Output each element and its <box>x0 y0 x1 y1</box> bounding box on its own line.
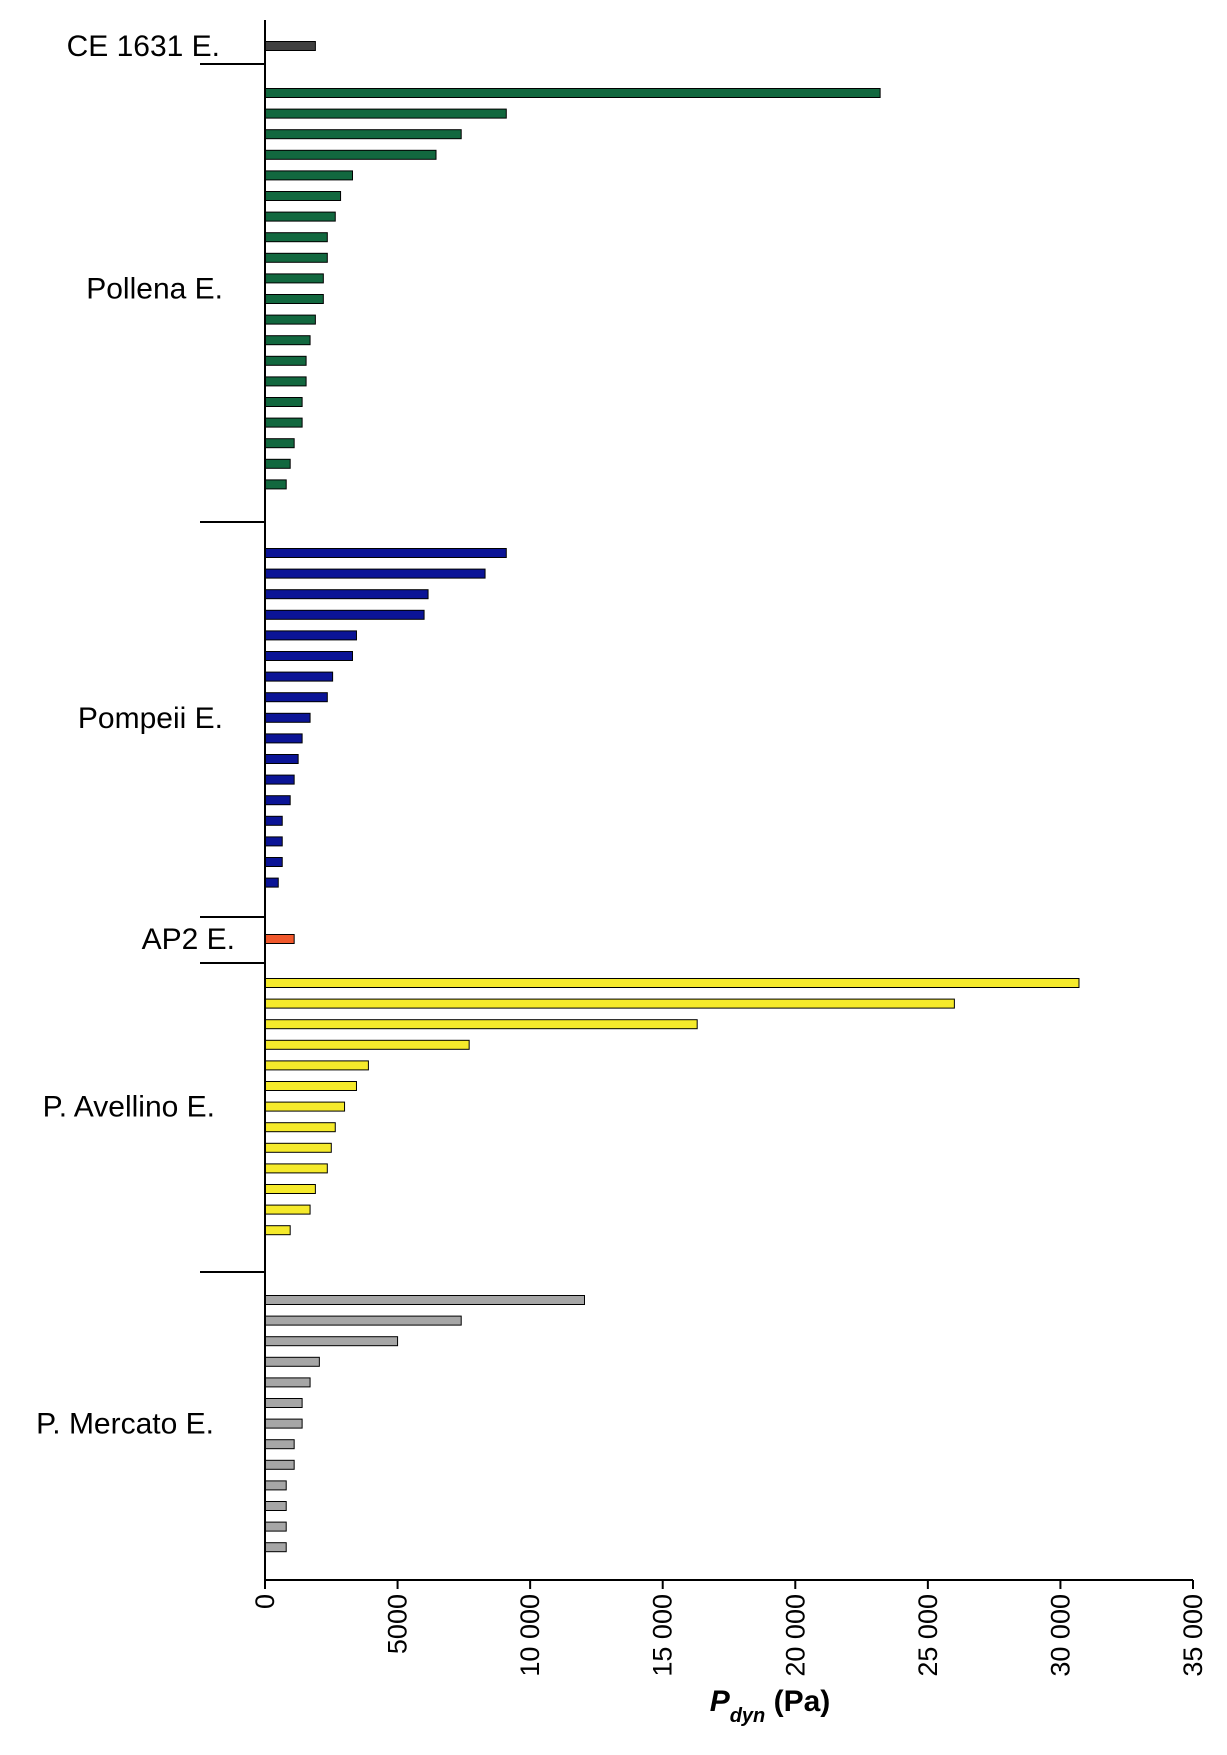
bar <box>264 1501 287 1511</box>
bar <box>264 1398 303 1408</box>
group-label: CE 1631 E. <box>67 30 220 63</box>
bar <box>264 1184 316 1194</box>
bar <box>264 108 507 119</box>
bar <box>264 609 425 620</box>
x-tick-label: 30 000 <box>1045 1594 1075 1677</box>
bar <box>264 692 328 703</box>
bar <box>264 1019 698 1030</box>
bar <box>264 1439 295 1450</box>
bar <box>264 1163 328 1174</box>
bar <box>264 88 881 98</box>
bar <box>264 1101 346 1112</box>
bar <box>264 978 1080 988</box>
bar <box>264 754 299 764</box>
bar <box>264 1521 287 1532</box>
bar <box>264 589 429 600</box>
bar <box>264 458 291 469</box>
x-tick-label: 15 000 <box>648 1594 678 1677</box>
bar <box>264 252 328 263</box>
bar <box>264 149 437 160</box>
bar <box>264 294 324 304</box>
x-axis-title: Pdyn (Pa) <box>710 1685 831 1727</box>
bar <box>264 1315 462 1326</box>
bar <box>264 1122 336 1133</box>
group-separators <box>200 63 265 1273</box>
bar <box>264 335 311 346</box>
bar <box>264 568 486 579</box>
bar <box>264 712 311 723</box>
bar <box>264 877 279 888</box>
axes <box>264 20 1193 1581</box>
x-axis-subscript: dyn <box>730 1705 766 1727</box>
bar <box>264 774 295 785</box>
bar <box>264 1377 311 1388</box>
bar <box>264 998 955 1009</box>
bar <box>264 1356 320 1367</box>
bar <box>264 129 462 140</box>
bar <box>264 232 328 243</box>
bar <box>264 651 353 661</box>
bar <box>264 1459 295 1470</box>
bar <box>264 1295 585 1305</box>
bar <box>264 170 353 181</box>
bar <box>264 671 334 682</box>
bar <box>264 934 295 944</box>
bar <box>264 397 303 407</box>
group-labels: CE 1631 E. Pollena E. Pompeii E. AP2 E. P. A… <box>36 30 235 1441</box>
bar <box>264 1542 287 1553</box>
x-tick-label: 5000 <box>383 1594 413 1654</box>
bar <box>264 438 295 449</box>
bar <box>264 630 357 641</box>
bar <box>264 815 283 826</box>
bar <box>264 191 342 201</box>
group-label: P. Mercato E. <box>36 1408 214 1441</box>
x-tick-label: 10 000 <box>515 1594 545 1677</box>
x-tick-label: 0 <box>250 1594 280 1609</box>
bar <box>264 1336 399 1347</box>
bar <box>264 795 291 806</box>
group-label: Pompeii E. <box>78 702 223 735</box>
group-label: Pollena E. <box>86 273 223 306</box>
bar <box>264 355 307 366</box>
bar <box>264 1081 357 1091</box>
bar <box>264 836 283 847</box>
group-label: AP2 E. <box>142 923 235 956</box>
bar <box>264 1225 291 1236</box>
bar <box>264 41 316 51</box>
group-label: P. Avellino E. <box>43 1091 215 1124</box>
bar <box>264 1418 303 1429</box>
bar <box>264 733 303 744</box>
bar <box>264 548 507 558</box>
bar <box>264 1204 311 1215</box>
x-axis-symbol: P <box>710 1685 731 1718</box>
bar <box>264 376 307 387</box>
x-tick-label: 20 000 <box>780 1594 810 1677</box>
bar <box>264 1480 287 1491</box>
x-ticks: 0 5000 10 000 15 000 20 000 25 000 30 000 35 00… <box>250 1580 1208 1677</box>
bar <box>264 857 283 867</box>
bar <box>264 211 336 222</box>
bar <box>264 417 303 428</box>
bar <box>264 1060 369 1071</box>
x-tick-label: 25 000 <box>913 1594 943 1677</box>
x-axis-unit: (Pa) <box>765 1685 830 1718</box>
x-tick-label: 35 000 <box>1178 1594 1208 1677</box>
bar <box>264 479 287 490</box>
bars-layer <box>264 41 1080 1553</box>
bar <box>264 1039 470 1050</box>
bar <box>264 314 316 325</box>
bar <box>264 273 324 284</box>
bar <box>264 1142 332 1153</box>
